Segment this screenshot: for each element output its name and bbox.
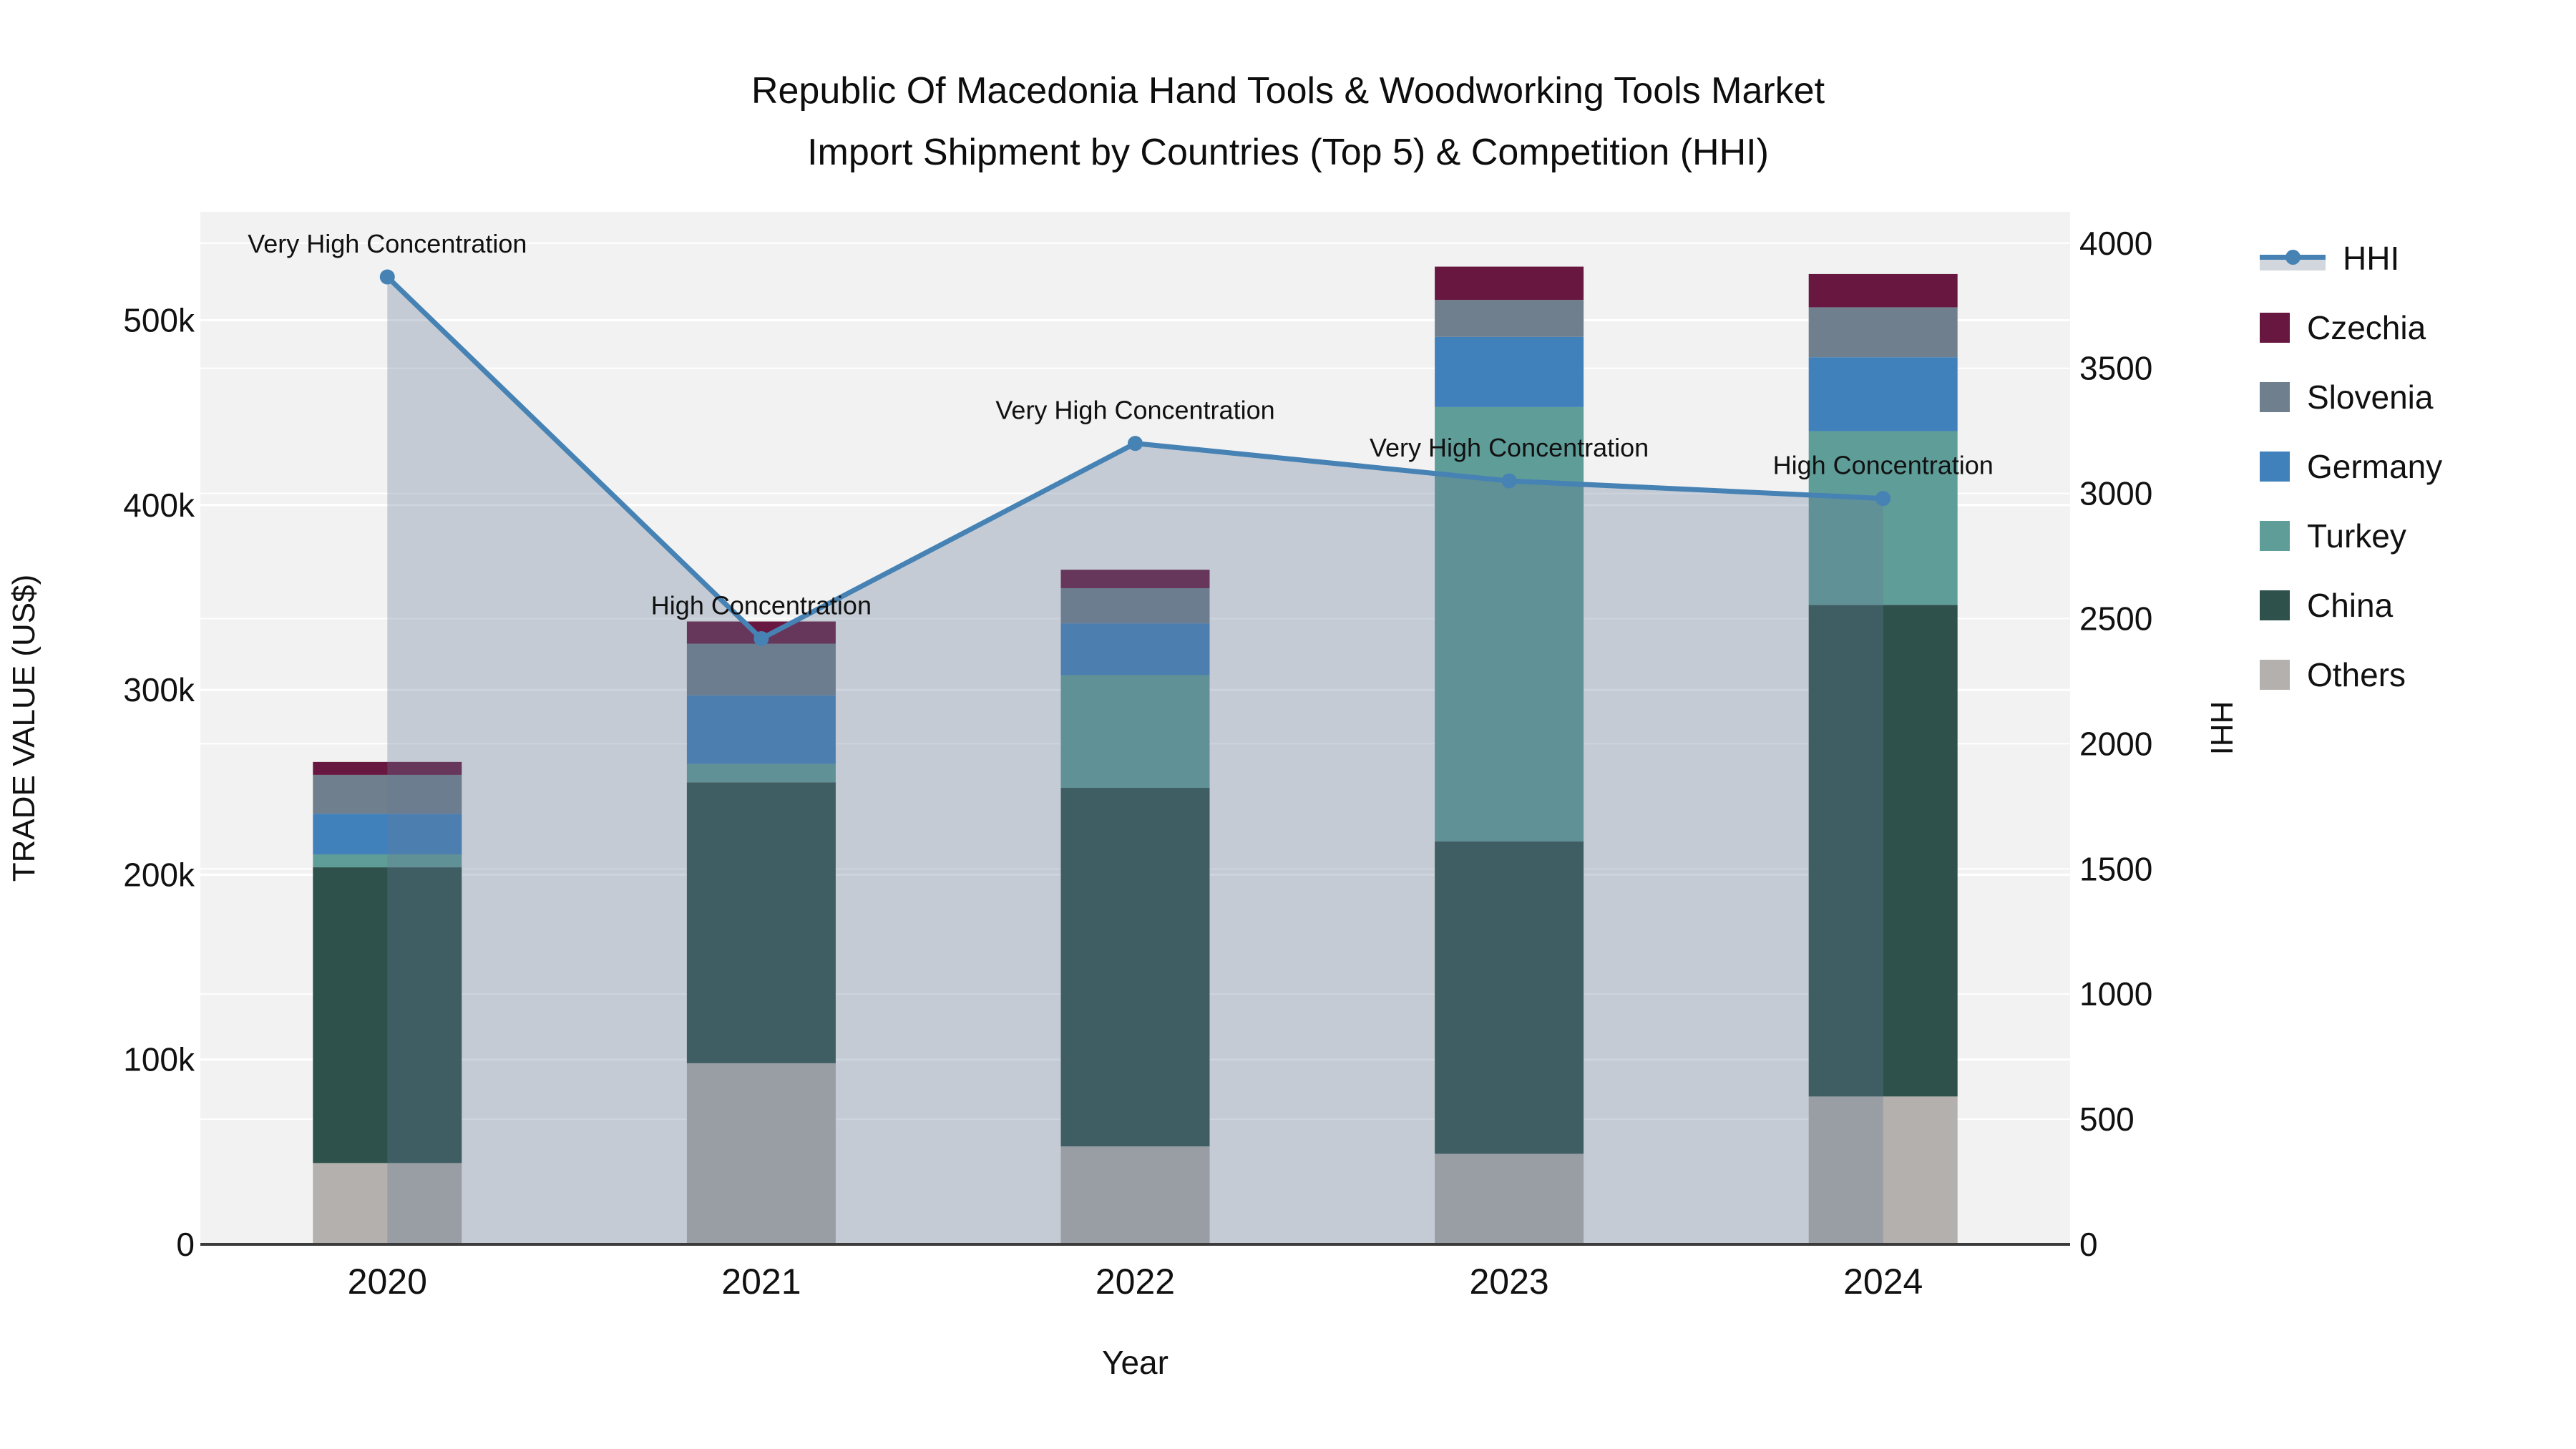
y-right-tick-2500: 2500 <box>2079 600 2152 638</box>
y-right-tick-500: 500 <box>2079 1101 2135 1138</box>
legend-label-czechia: Czechia <box>2307 309 2426 346</box>
chart-title: Republic Of Macedonia Hand Tools & Woodw… <box>0 60 2576 183</box>
legend-swatch-china <box>2260 590 2290 620</box>
hhi-marker-2022 <box>1128 436 1143 452</box>
legend-item-slovenia[interactable]: Slovenia <box>2260 377 2442 417</box>
bar-segment-2022-czechia <box>1060 570 1210 589</box>
bar-segment-2020-turkey <box>313 854 462 868</box>
chart-title-line2: Import Shipment by Countries (Top 5) & C… <box>807 132 1769 173</box>
annotation-2024: High Concentration <box>1773 451 1994 480</box>
legend-swatch-czechia <box>2260 313 2290 343</box>
hhi-marker-2024 <box>1875 491 1891 507</box>
hhi-marker-2020 <box>379 269 395 285</box>
bar-segment-2022-turkey <box>1060 675 1210 788</box>
bar-segment-2021-turkey <box>686 763 836 783</box>
legend-item-others[interactable]: Others <box>2260 655 2442 695</box>
bar-segment-2020-others <box>313 1163 462 1244</box>
bar-segment-2023-china <box>1435 841 1584 1154</box>
bar-segment-2020-germany <box>313 814 462 854</box>
bar-segment-2020-china <box>313 867 462 1163</box>
y-right-tick-1500: 1500 <box>2079 850 2152 887</box>
annotation-2021: High Concentration <box>651 590 872 620</box>
bar-segment-2021-slovenia <box>686 643 836 696</box>
bar-segment-2022-slovenia <box>1060 588 1210 624</box>
y-left-tick-300k: 300k <box>123 671 195 708</box>
y-right-tick-1000: 1000 <box>2079 975 2152 1013</box>
bar-segment-2022-others <box>1060 1146 1210 1244</box>
bar-segment-2024-others <box>1808 1096 1958 1244</box>
y-left-tick-200k: 200k <box>123 856 195 893</box>
y-right-tick-3000: 3000 <box>2079 475 2152 512</box>
x-tick-2020: 2020 <box>348 1262 427 1302</box>
legend-swatch-others <box>2260 660 2290 690</box>
legend-item-hhi[interactable]: HHI <box>2260 238 2442 278</box>
legend-label-turkey: Turkey <box>2307 517 2406 555</box>
y-left-tick-0: 0 <box>176 1226 195 1263</box>
bar-segment-2023-others <box>1435 1153 1584 1244</box>
legend-item-turkey[interactable]: Turkey <box>2260 516 2442 556</box>
y-left-axis-title: TRADE VALUE (US$) <box>6 575 42 882</box>
legend-swatch-germany <box>2260 452 2290 482</box>
y-right-tick-4000: 4000 <box>2079 225 2152 262</box>
bar-segment-2024-turkey <box>1808 431 1958 605</box>
x-tick-2022: 2022 <box>1096 1262 1175 1302</box>
annotation-2023: Very High Concentration <box>1370 433 1649 462</box>
bar-segment-2024-china <box>1808 605 1958 1097</box>
legend-item-czechia[interactable]: Czechia <box>2260 308 2442 348</box>
bar-segment-2023-germany <box>1435 336 1584 407</box>
y-right-tick-0: 0 <box>2079 1226 2098 1263</box>
hhi-marker-2023 <box>1501 473 1517 489</box>
hhi-area-fill <box>387 277 1883 1244</box>
chart-title-line1: Republic Of Macedonia Hand Tools & Woodw… <box>751 70 1825 112</box>
y-left-tick-500k: 500k <box>123 302 195 339</box>
legend-label-hhi: HHI <box>2343 240 2400 277</box>
legend-hhi-line-icon <box>2260 243 2326 274</box>
y-left-tick-400k: 400k <box>123 487 195 524</box>
legend-item-china[interactable]: China <box>2260 585 2442 625</box>
annotation-2022: Very High Concentration <box>995 396 1274 425</box>
bar-segment-2022-china <box>1060 787 1210 1147</box>
bar-segment-2021-china <box>686 782 836 1063</box>
y-left-tick-100k: 100k <box>123 1041 195 1078</box>
bar-segment-2021-germany <box>686 695 836 764</box>
x-tick-2021: 2021 <box>721 1262 801 1302</box>
bar-segment-2022-germany <box>1060 623 1210 675</box>
legend: HHI Czechia Slovenia Germany Turkey China Othe… <box>2260 238 2442 724</box>
bar-segment-2024-slovenia <box>1808 307 1958 358</box>
legend-label-china: China <box>2307 587 2394 624</box>
legend-label-slovenia: Slovenia <box>2307 379 2434 416</box>
legend-item-germany[interactable]: Germany <box>2260 447 2442 487</box>
bar-segment-2023-slovenia <box>1435 300 1584 337</box>
bar-segment-2020-czechia <box>313 761 462 775</box>
legend-swatch-slovenia <box>2260 382 2290 412</box>
y-right-tick-2000: 2000 <box>2079 725 2152 762</box>
bar-segment-2024-germany <box>1808 357 1958 431</box>
legend-hhi-dot <box>2285 250 2301 265</box>
legend-swatch-turkey <box>2260 521 2290 551</box>
annotation-2020: Very High Concentration <box>248 229 527 258</box>
x-tick-2023: 2023 <box>1469 1262 1548 1302</box>
y-right-axis-title: HHI <box>2204 701 2239 756</box>
hhi-marker-2021 <box>753 630 769 646</box>
x-axis-title: Year <box>1102 1344 1169 1381</box>
legend-label-others: Others <box>2307 656 2406 693</box>
bar-segment-2021-others <box>686 1063 836 1244</box>
bar-segment-2023-czechia <box>1435 266 1584 301</box>
x-tick-2024: 2024 <box>1843 1262 1923 1302</box>
legend-label-germany: Germany <box>2307 448 2443 485</box>
bar-segment-2020-slovenia <box>313 774 462 814</box>
y-right-tick-3500: 3500 <box>2079 350 2152 387</box>
bar-segment-2024-czechia <box>1808 273 1958 308</box>
